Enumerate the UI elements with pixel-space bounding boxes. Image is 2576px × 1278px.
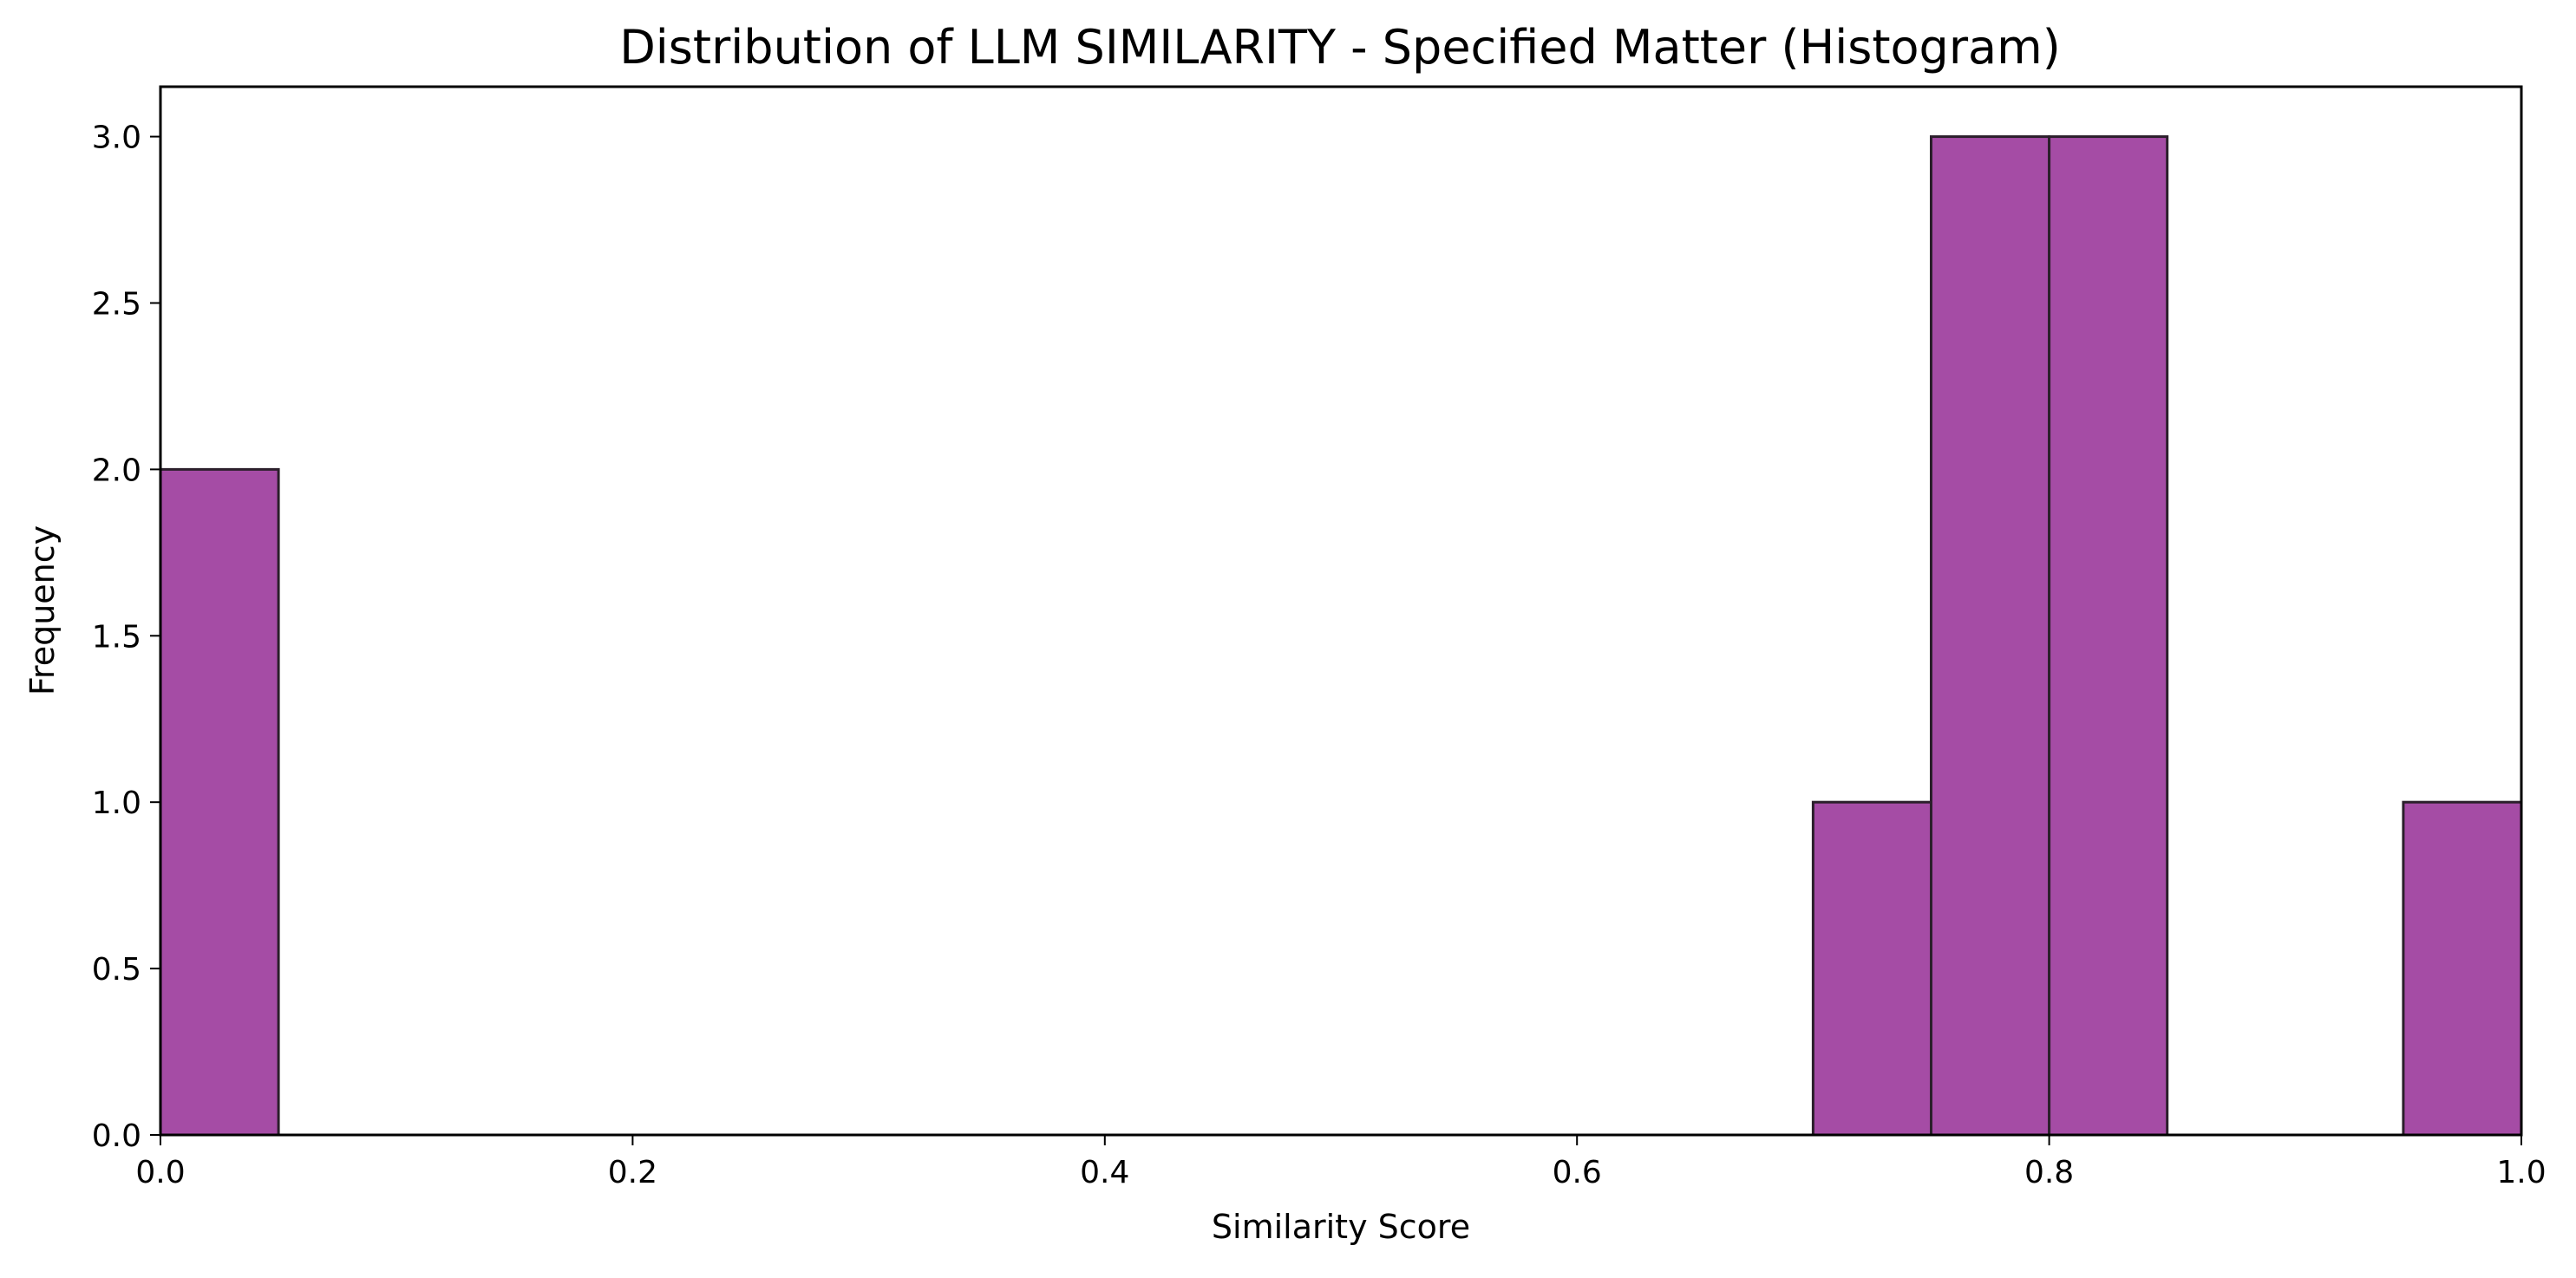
x-tick-label: 1.0: [2496, 1155, 2546, 1190]
histogram-bar: [159, 467, 280, 1137]
x-tick-label: 0.0: [135, 1155, 185, 1190]
y-tick-label: 1.5: [92, 619, 141, 655]
x-tick-label: 0.6: [1553, 1155, 1602, 1190]
y-tick-label: 0.5: [92, 952, 141, 988]
histogram-bar: [2402, 800, 2523, 1137]
x-tick-label: 0.2: [608, 1155, 657, 1190]
y-tick-label: 1.0: [92, 786, 141, 821]
chart-title: Distribution of LLM SIMILARITY - Specifi…: [619, 20, 2061, 75]
y-axis-label: Frequency: [23, 525, 62, 695]
histogram-bar: [1930, 135, 2051, 1137]
bars-layer: [159, 135, 2523, 1137]
x-axis-ticks: 0.0 0.2 0.4 0.6 0.8 1.0: [135, 1135, 2547, 1190]
plot-frame: [159, 85, 2523, 1137]
y-tick-label: 3.0: [92, 121, 141, 156]
y-tick-label: 0.0: [92, 1118, 141, 1154]
x-axis-label: Similarity Score: [1212, 1208, 1470, 1246]
y-axis-ticks: 0.0 0.5 1.0 1.5 2.0 2.5 3.0: [92, 121, 160, 1154]
x-tick-label: 0.4: [1080, 1155, 1129, 1190]
y-tick-label: 2.5: [92, 286, 141, 322]
histogram-bar: [2048, 135, 2169, 1137]
y-tick-label: 2.0: [92, 453, 141, 488]
histogram-bar: [1811, 800, 1932, 1137]
x-tick-label: 0.8: [2024, 1155, 2074, 1190]
